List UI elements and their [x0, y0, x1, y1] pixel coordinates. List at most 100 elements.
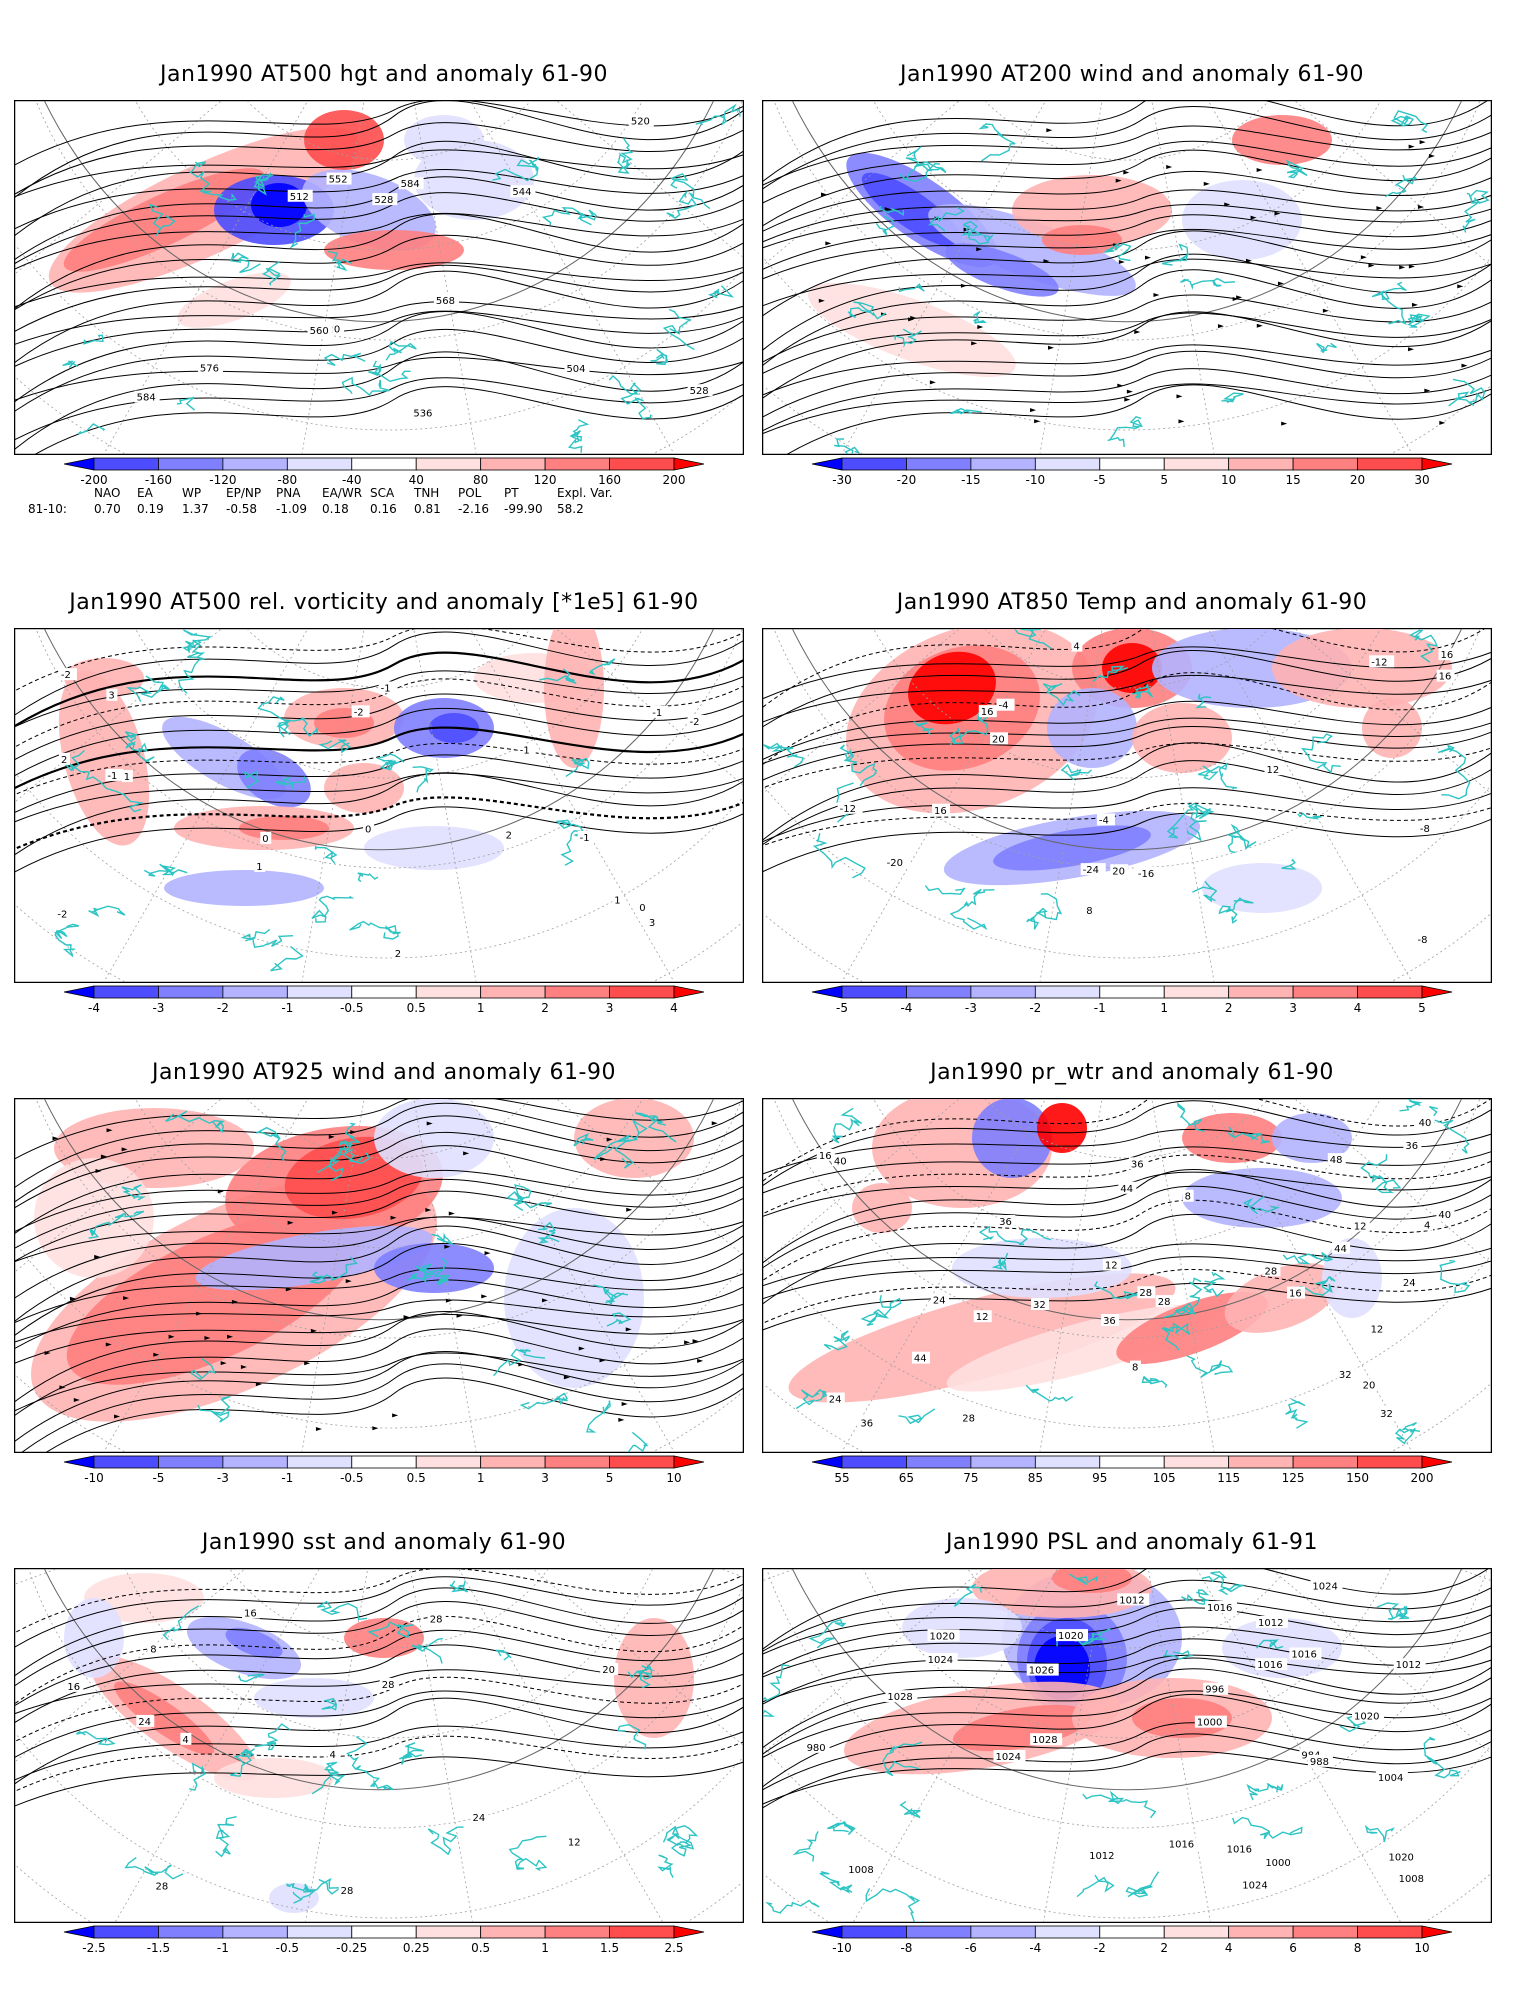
- colorbar-tick-label: 4: [670, 1001, 678, 1015]
- colorbar-tick-label: -2.5: [82, 1941, 105, 1955]
- coastline: [1197, 762, 1238, 790]
- contour-label: 12: [1264, 763, 1283, 776]
- coastline: [321, 1697, 338, 1711]
- coastline: [318, 739, 351, 754]
- anomaly-shading: [504, 1208, 644, 1388]
- contour-label: 2: [392, 946, 404, 960]
- svg-text:3: 3: [649, 918, 655, 929]
- coastline: [427, 1826, 464, 1856]
- coastline: [539, 668, 577, 685]
- wind-arrow: [1424, 388, 1431, 393]
- wind-arrow: [123, 1296, 130, 1301]
- colorbar-tick-label: -120: [209, 473, 236, 487]
- coastline: [1301, 733, 1341, 774]
- anomaly-shading: [374, 1099, 494, 1178]
- coastline: [961, 220, 994, 245]
- coastline: [973, 311, 987, 324]
- contour-line: [763, 1654, 1491, 1703]
- map-content: [15, 1099, 743, 1452]
- coastline: [165, 1110, 225, 1134]
- coastline: [635, 1112, 677, 1143]
- teleconnection-value: -2.16: [458, 502, 490, 516]
- coastline: [148, 203, 176, 237]
- colorbar-tick-label: -5: [1094, 473, 1106, 487]
- coastline: [1285, 1398, 1309, 1429]
- coastline: [1092, 665, 1128, 683]
- svg-text:1024: 1024: [995, 1752, 1020, 1763]
- coastline: [812, 832, 866, 879]
- contour-label: 4: [1422, 1218, 1434, 1232]
- coastline: [834, 438, 861, 454]
- contour-line: [15, 1629, 743, 1707]
- contour-line: [15, 311, 743, 403]
- coastline: [327, 250, 353, 272]
- svg-text:24: 24: [472, 1813, 485, 1824]
- coastline: [950, 407, 982, 415]
- contour-label: 20: [990, 732, 1009, 745]
- contour-line: [15, 140, 743, 237]
- contour-label: 1020: [1386, 1850, 1419, 1864]
- wind-arrow: [1428, 153, 1435, 158]
- contour-line: [763, 294, 1491, 363]
- colorbar: -2.5 -1.5 -1 -0.5 -0.25 0.25 0.5 1 1.5 2.5: [63, 1925, 705, 1955]
- coastline: [311, 895, 355, 923]
- wind-arrow: [1117, 383, 1124, 388]
- svg-text:16: 16: [1439, 672, 1452, 683]
- colorbar-tick-label: 10: [1221, 473, 1236, 487]
- colorbar-segment: [1228, 1455, 1294, 1469]
- wind-arrow: [69, 1296, 76, 1301]
- latitude-circle: [873, 629, 1381, 779]
- colorbar-arrow-right: [1421, 1925, 1453, 1939]
- meridian: [841, 101, 1047, 454]
- coastline: [662, 1825, 699, 1844]
- contour-line: [763, 1256, 1491, 1300]
- coastline: [953, 1583, 983, 1607]
- coastline: [707, 285, 735, 299]
- svg-text:40: 40: [1438, 1210, 1451, 1221]
- contour-line: [763, 350, 1491, 418]
- contour-label: 1008: [846, 1863, 879, 1876]
- colorbar-segment: [609, 1455, 675, 1469]
- colorbar-tick-label: 10: [666, 1471, 681, 1485]
- contour-label: 28: [153, 1879, 172, 1892]
- wind-arrow: [481, 1294, 488, 1299]
- colorbar-segment: [1228, 457, 1294, 471]
- panel-title: Jan1990 AT850 Temp and anomaly 61-90: [896, 590, 1368, 615]
- colorbar-segment: [480, 1455, 546, 1469]
- coastline: [1174, 1302, 1196, 1315]
- svg-text:12: 12: [1354, 1221, 1367, 1232]
- contour-label: 1000: [1263, 1856, 1296, 1869]
- wind-arrow: [310, 1328, 317, 1333]
- contour-line: [763, 1607, 1491, 1675]
- coastline: [650, 348, 669, 366]
- anomaly-shading: [544, 629, 604, 768]
- svg-text:536: 536: [413, 409, 432, 420]
- contour-label: 1016: [1166, 1837, 1199, 1851]
- svg-text:40: 40: [1419, 1118, 1432, 1129]
- colorbar-arrow-left: [63, 457, 95, 471]
- panel-wind925: Jan1990 AT925 wind and anomaly 61-90 -10…: [14, 1058, 754, 1488]
- colorbar-segment: [1292, 985, 1358, 999]
- contour-label: 1024: [1240, 1878, 1273, 1891]
- svg-text:-12: -12: [1371, 657, 1387, 668]
- colorbar: -10 -5 -3 -1 -0.5 0.5 1 3 5 10: [63, 1455, 705, 1485]
- wind-arrow: [1043, 259, 1050, 264]
- contour-label: 20: [1360, 1378, 1379, 1392]
- teleconnection-header: SCA: [370, 486, 395, 500]
- latitude-circle: [125, 1569, 653, 1739]
- coastline: [1161, 1322, 1191, 1351]
- wind-arrow: [73, 1397, 80, 1402]
- coastline: [506, 1184, 552, 1212]
- colorbar-tick-label: 95: [1092, 1471, 1107, 1485]
- wind-arrow: [910, 315, 917, 320]
- colorbar-tick-label: 2: [1225, 1001, 1233, 1015]
- contour-label: 28: [1137, 1286, 1156, 1299]
- latitude-circle: [35, 629, 743, 869]
- contour-line: [763, 344, 1491, 396]
- svg-text:1016: 1016: [1291, 1650, 1316, 1661]
- colorbar-segment: [544, 1925, 610, 1939]
- svg-text:-24: -24: [1083, 865, 1099, 876]
- contour-label: 28: [379, 1677, 398, 1691]
- anomaly-shading: [1202, 863, 1322, 913]
- contour-line: [15, 1576, 743, 1648]
